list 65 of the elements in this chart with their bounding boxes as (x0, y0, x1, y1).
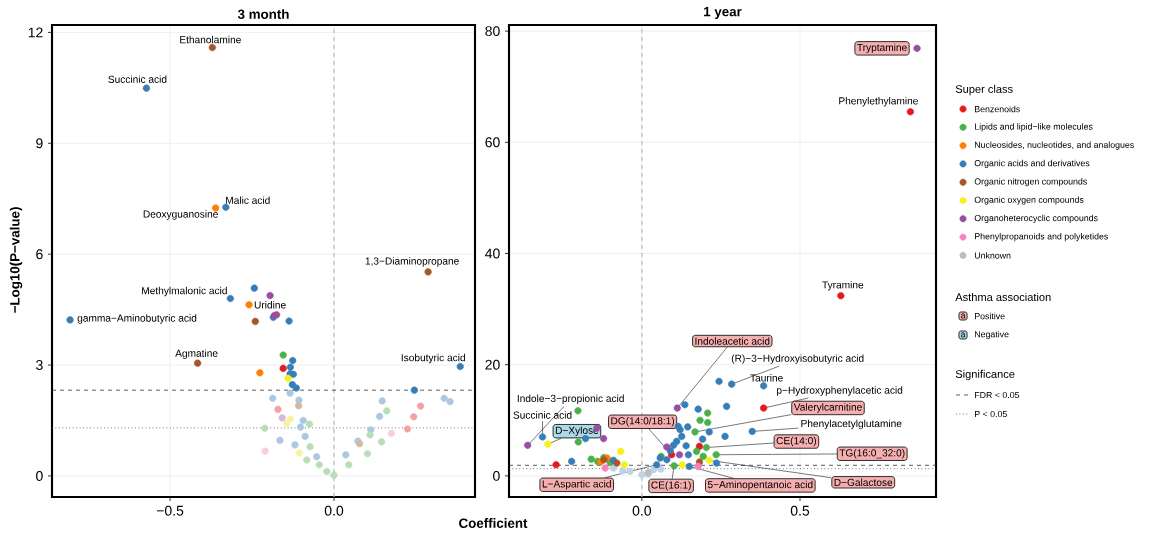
annotation: Tyramine (822, 281, 864, 291)
text: a (960, 313, 966, 319)
annotation: Phenylacetylglutamine (801, 419, 902, 430)
annotation: Ethanolamine (180, 35, 241, 44)
x-tick-label: −0.5 (156, 505, 184, 516)
x-tick-label: 0.5 (790, 505, 810, 516)
annotation: Indole−3−propionic acid (517, 394, 624, 405)
y-tick-label: 60 (485, 137, 500, 148)
annotation: Succinic acid (108, 75, 167, 83)
legend-label: FDR < 0.05 (975, 391, 1020, 399)
text: Significance (955, 369, 1015, 381)
annotation: Succinic acid (513, 411, 572, 419)
annotation: Phenylethylamine (839, 97, 918, 107)
x-axis-title: Coefficient (459, 518, 528, 528)
y-tick-label: 3 (36, 360, 43, 371)
y-tick-label: 9 (36, 138, 43, 149)
y-tick-label: 0 (493, 470, 500, 481)
annotation: Methylmalonic acid (142, 286, 227, 297)
annotation: CE(16:1) (651, 481, 691, 491)
annotation: Tryptamine (857, 43, 907, 54)
y-tick-label: 6 (36, 249, 43, 260)
annotation: Deoxyguanosine (143, 210, 218, 220)
annotation: TG(16:0_32:0) (839, 449, 905, 459)
annotation: (R)−3−Hydroxyisobutyric acid (731, 354, 864, 364)
annotation: D−Galactose (834, 478, 893, 487)
chart-title: 1 year (704, 7, 742, 19)
y-axis-title: −Log10(P−value) (9, 207, 23, 313)
legend-label: Organic oxygen compounds (974, 196, 1084, 205)
text: Asthma association (955, 292, 1051, 302)
annotation: Agmatine (175, 349, 218, 359)
annotation: 5−Aminopentanoic acid (707, 480, 813, 491)
legend-label: Nucleosides, nucleotides, and analogues (975, 141, 1134, 150)
y-tick-label: 20 (485, 359, 500, 370)
annotation: Malic acid (226, 196, 270, 204)
legend-label: P < 0.05 (975, 410, 1007, 418)
chart-title: 3 month (237, 9, 289, 19)
y-tick-label: 40 (485, 248, 500, 259)
legend-label: Organic acids and derivatives (974, 159, 1090, 168)
x-tick-label: 0.0 (324, 505, 344, 516)
annotation: CE(14:0) (776, 436, 817, 447)
y-tick-label: 12 (28, 27, 43, 38)
text: Positive (975, 312, 1005, 320)
legend-label: Phenylpropanoids and polyketides (975, 233, 1108, 242)
legend-label: Lipids and lipid−like molecules (975, 123, 1093, 132)
y-tick-label: 80 (485, 26, 500, 37)
legend-label: Benzenoids (975, 105, 1020, 113)
text: a (960, 332, 966, 338)
annotation: 1,3−Diaminopropane (365, 257, 459, 267)
legend-label: Organic nitrogen compounds (974, 178, 1087, 187)
annotation: DG(14:0/18:1) (611, 417, 675, 427)
annotation: p−Hydroxyphenylacetic acid (777, 386, 903, 396)
annotation: Uridine (254, 301, 286, 309)
legend-label: Organoheterocyclic compounds (974, 214, 1098, 223)
annotation: Taurine (750, 374, 783, 382)
annotation: D−Xylose (555, 426, 599, 436)
annotation: L−Aspartic acid (542, 480, 611, 490)
annotation: Isobutyric acid (401, 353, 465, 364)
annotation: Indoleacetic acid (695, 337, 770, 345)
legend-title: Super class (955, 84, 1013, 96)
y-tick-label: 0 (36, 470, 43, 481)
annotation: gamma−Aminobutyric acid (77, 314, 197, 324)
text: Negative (975, 330, 1009, 340)
x-tick-label: 0.0 (632, 505, 652, 516)
annotation: Valerylcarnitine (793, 403, 862, 413)
legend-label: Unknown (974, 252, 1011, 259)
